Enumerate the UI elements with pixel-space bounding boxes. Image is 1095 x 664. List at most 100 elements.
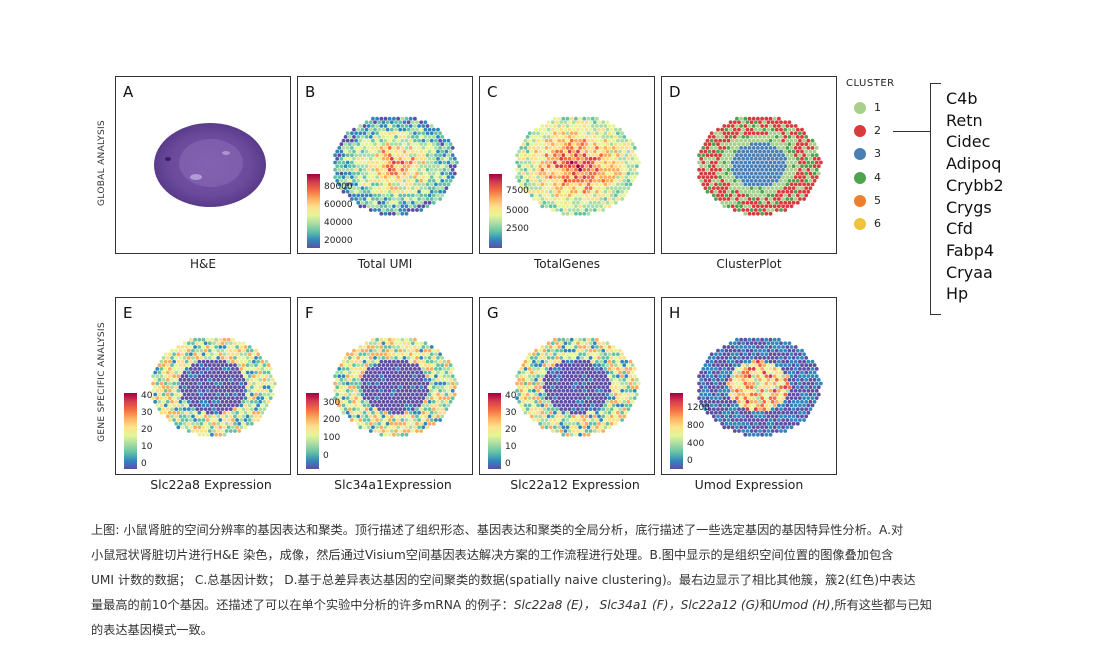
spot xyxy=(247,410,252,415)
spot xyxy=(806,396,811,400)
spot xyxy=(603,153,608,158)
spot xyxy=(592,414,597,419)
spot xyxy=(808,370,813,375)
spot xyxy=(536,396,540,400)
spot xyxy=(624,175,629,179)
spot xyxy=(532,189,536,194)
spot xyxy=(819,160,823,165)
spot xyxy=(777,160,781,165)
spot xyxy=(186,370,191,375)
spot xyxy=(741,142,746,147)
spot xyxy=(423,348,428,353)
spot xyxy=(605,135,610,139)
spot xyxy=(404,425,409,430)
spot xyxy=(578,116,582,121)
spot xyxy=(618,149,622,154)
spot xyxy=(184,396,189,400)
spot xyxy=(249,377,254,382)
spot xyxy=(515,167,519,172)
spot xyxy=(574,131,578,136)
spot xyxy=(429,403,434,408)
spot xyxy=(632,167,637,172)
spot xyxy=(546,200,551,205)
spot xyxy=(410,135,415,139)
spot xyxy=(798,410,802,415)
spot xyxy=(201,403,206,408)
spot-map xyxy=(515,337,641,437)
spot xyxy=(343,385,348,390)
spot xyxy=(718,381,722,386)
spot xyxy=(567,208,572,212)
spot xyxy=(762,200,767,205)
spot xyxy=(567,414,572,419)
spot xyxy=(584,377,589,382)
spot xyxy=(781,381,785,386)
spot xyxy=(724,377,729,382)
spot xyxy=(341,182,346,187)
spot xyxy=(592,370,597,375)
spot xyxy=(580,178,585,183)
spot xyxy=(781,367,785,371)
spot xyxy=(578,182,582,187)
spot xyxy=(356,363,361,368)
spot xyxy=(760,403,764,408)
spot xyxy=(216,385,221,390)
spot xyxy=(753,156,758,161)
spot xyxy=(791,377,796,382)
spot xyxy=(737,363,741,368)
spot xyxy=(603,410,608,415)
spot xyxy=(737,421,741,426)
spot xyxy=(387,374,392,379)
spot xyxy=(716,399,720,404)
spot xyxy=(442,160,447,165)
spot xyxy=(222,359,227,364)
spot xyxy=(785,403,790,408)
spot xyxy=(616,160,620,165)
spot xyxy=(789,367,794,371)
spot xyxy=(588,377,593,382)
spot xyxy=(201,352,206,357)
spot xyxy=(743,124,748,128)
spot xyxy=(220,429,225,433)
spot xyxy=(599,425,603,430)
spot xyxy=(578,337,582,342)
spot xyxy=(601,127,606,132)
spot xyxy=(607,167,612,172)
spot xyxy=(402,127,407,132)
spot xyxy=(607,388,612,393)
spot xyxy=(764,432,769,437)
spot xyxy=(381,164,386,169)
spot xyxy=(739,418,743,422)
spot xyxy=(413,116,417,121)
spot xyxy=(400,175,405,179)
spot xyxy=(381,407,386,411)
spot xyxy=(446,403,451,408)
spot xyxy=(354,367,358,371)
spot xyxy=(189,381,193,386)
spot xyxy=(379,160,384,165)
spot xyxy=(550,392,555,397)
spot xyxy=(423,385,428,390)
spot xyxy=(816,392,821,397)
spot xyxy=(408,388,413,393)
spot xyxy=(601,178,606,183)
spot xyxy=(352,356,356,360)
spot xyxy=(814,146,819,150)
spot xyxy=(364,341,369,346)
spot xyxy=(402,200,407,205)
spot xyxy=(347,193,352,198)
spot xyxy=(580,399,585,404)
spot xyxy=(350,131,354,136)
spot xyxy=(168,410,172,415)
spot xyxy=(429,396,434,400)
spot xyxy=(709,352,714,357)
spot xyxy=(553,337,557,342)
spot xyxy=(760,337,764,342)
spot xyxy=(517,164,522,169)
spot xyxy=(756,432,760,437)
spot xyxy=(354,418,358,422)
spot xyxy=(172,418,176,422)
spot xyxy=(406,178,411,183)
spot xyxy=(159,410,164,415)
spot xyxy=(222,396,227,400)
